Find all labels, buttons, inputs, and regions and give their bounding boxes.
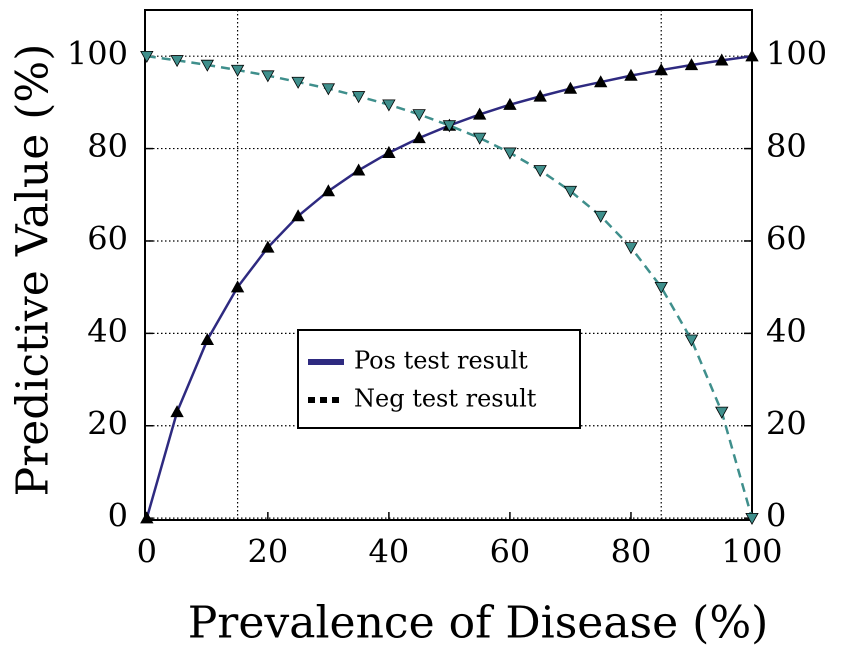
- y2-tick-label: 60: [766, 219, 807, 257]
- y2-tick-label: 100: [766, 35, 827, 73]
- marker: [745, 49, 759, 62]
- x-tick-label: 80: [611, 533, 652, 571]
- marker: [321, 83, 336, 96]
- y2-tick-label: 0: [766, 497, 786, 535]
- marker: [442, 120, 457, 133]
- marker: [200, 333, 215, 346]
- marker: [382, 145, 396, 158]
- marker: [472, 132, 487, 145]
- y2-tick-label: 20: [766, 404, 807, 442]
- marker: [230, 280, 245, 293]
- marker: [684, 334, 699, 347]
- marker: [472, 107, 487, 120]
- marker: [684, 58, 699, 71]
- marker: [503, 97, 517, 110]
- marker: [382, 99, 396, 112]
- marker: [170, 405, 184, 418]
- marker: [533, 165, 547, 178]
- marker: [170, 55, 184, 68]
- plot-frame: [144, 9, 753, 521]
- marker: [140, 50, 154, 64]
- y-tick-label: 20: [87, 404, 128, 442]
- marker: [261, 240, 275, 253]
- marker: [230, 64, 245, 77]
- marker: [503, 147, 517, 160]
- marker: [291, 209, 305, 222]
- marker: [715, 53, 729, 66]
- marker: [563, 81, 578, 94]
- y-tick-label: 100: [67, 35, 128, 73]
- x-tick-label: 40: [369, 533, 410, 571]
- y-tick-label: 0: [108, 497, 128, 535]
- y2-tick-label: 80: [766, 127, 807, 165]
- y2-tick-label: 40: [766, 312, 807, 350]
- marker: [624, 68, 638, 81]
- marker: [654, 281, 668, 294]
- marker: [140, 511, 154, 524]
- legend-box: [297, 329, 581, 429]
- legend-label: Pos test result: [354, 347, 528, 375]
- marker: [533, 89, 547, 102]
- y-tick-label: 80: [87, 127, 128, 165]
- marker: [351, 163, 366, 176]
- y-axis-label: Predictive Value (%): [8, 44, 59, 497]
- marker: [200, 59, 215, 72]
- marker: [654, 63, 668, 76]
- y-tick-label: 40: [87, 312, 128, 350]
- x-axis-label: Prevalence of Disease (%): [188, 598, 769, 649]
- marker: [412, 131, 426, 144]
- x-tick-label: 0: [137, 533, 157, 571]
- marker: [745, 512, 759, 525]
- x-tick-label: 60: [490, 533, 531, 571]
- marker: [321, 184, 336, 197]
- marker: [715, 406, 729, 419]
- marker: [351, 91, 366, 104]
- marker: [563, 185, 578, 198]
- legend-label: Neg test result: [354, 385, 537, 413]
- marker: [624, 242, 638, 255]
- marker: [412, 109, 426, 122]
- y-tick-label: 60: [87, 219, 128, 257]
- marker: [261, 70, 275, 83]
- x-tick-label: 100: [721, 533, 782, 571]
- marker: [594, 75, 608, 88]
- marker: [291, 76, 305, 89]
- x-tick-label: 20: [247, 533, 288, 571]
- marker: [594, 210, 608, 223]
